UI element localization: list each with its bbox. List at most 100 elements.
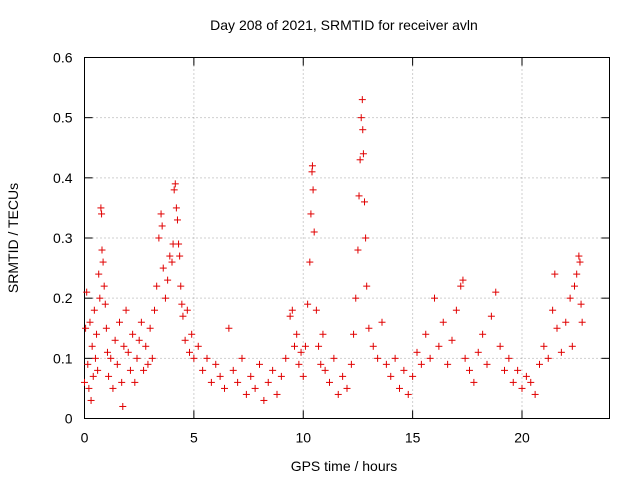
data-point — [194, 342, 202, 350]
data-point — [540, 342, 548, 350]
data-point — [309, 186, 317, 194]
data-point — [175, 240, 183, 248]
data-point — [282, 354, 290, 362]
data-point — [315, 342, 323, 350]
data-point — [439, 318, 447, 326]
data-point — [522, 372, 530, 380]
data-point — [457, 282, 465, 290]
data-point — [126, 366, 134, 374]
y-tick-label: 0.4 — [53, 170, 73, 186]
data-point — [124, 348, 132, 356]
data-point — [374, 354, 382, 362]
data-point — [142, 342, 150, 350]
data-point — [93, 330, 101, 338]
x-tick-label: 0 — [81, 430, 89, 446]
data-point — [229, 366, 237, 374]
data-point — [339, 372, 347, 380]
data-point — [101, 300, 109, 308]
plot-frame — [84, 57, 610, 419]
data-point — [365, 324, 373, 332]
data-point — [119, 402, 127, 410]
data-point — [178, 300, 186, 308]
data-point — [86, 318, 94, 326]
data-point — [356, 156, 364, 164]
data-point — [343, 384, 351, 392]
data-point — [159, 264, 167, 272]
data-point — [291, 342, 298, 350]
data-point — [413, 348, 421, 356]
data-point — [100, 282, 108, 290]
data-point — [242, 390, 250, 398]
data-point — [553, 324, 561, 332]
data-point — [135, 336, 143, 344]
data-point — [470, 378, 478, 386]
y-tick-label: 0.3 — [53, 230, 73, 246]
x-axis-label: GPS time / hours — [291, 458, 398, 474]
data-point — [96, 294, 104, 302]
data-point — [168, 258, 176, 266]
data-point — [120, 342, 128, 350]
data-point — [562, 318, 570, 326]
data-point — [362, 234, 370, 242]
data-point — [269, 366, 277, 374]
data-point — [299, 372, 307, 380]
data-point — [181, 336, 189, 344]
data-point — [350, 330, 358, 338]
data-point — [568, 342, 576, 350]
data-point — [448, 336, 456, 344]
data-point — [113, 360, 121, 368]
data-point — [466, 366, 473, 374]
data-point — [312, 306, 320, 314]
data-point — [183, 306, 191, 314]
data-point — [260, 396, 268, 404]
data-point — [251, 384, 259, 392]
data-point — [83, 288, 91, 296]
data-point — [88, 342, 96, 350]
data-point — [212, 360, 220, 368]
data-point — [357, 114, 365, 122]
data-point — [116, 318, 123, 326]
data-point — [225, 324, 233, 332]
data-point — [157, 210, 165, 218]
data-point — [308, 162, 316, 170]
data-point — [89, 372, 97, 380]
data-point — [354, 246, 362, 254]
data-point — [301, 342, 309, 350]
x-tick-label: 10 — [295, 430, 311, 446]
data-point — [352, 294, 360, 302]
grid — [84, 57, 610, 419]
data-point — [207, 378, 215, 386]
y-tick-label: 0.1 — [53, 350, 73, 366]
data-point — [387, 372, 395, 380]
data-point — [221, 384, 228, 392]
data-point — [431, 294, 438, 302]
data-point — [576, 258, 584, 266]
data-point — [99, 258, 107, 266]
data-point — [173, 216, 181, 224]
data-point — [492, 288, 500, 296]
data-point — [496, 342, 504, 350]
data-point — [133, 354, 141, 362]
data-point — [330, 354, 338, 362]
data-point — [98, 210, 106, 218]
data-point — [97, 204, 105, 212]
data-point — [557, 348, 565, 356]
data-point — [238, 354, 246, 362]
y-tick-label: 0.6 — [53, 50, 73, 66]
data-point — [549, 306, 557, 314]
data-point — [444, 360, 452, 368]
data-point — [461, 354, 469, 362]
data-point — [109, 384, 117, 392]
data-point — [575, 252, 583, 260]
data-point — [400, 366, 408, 374]
data-point — [105, 372, 113, 380]
data-point — [203, 354, 211, 362]
data-point — [551, 270, 559, 278]
data-point — [256, 360, 263, 368]
data-point — [509, 378, 517, 386]
data-point — [84, 360, 92, 368]
x-tick-label: 15 — [405, 430, 421, 446]
data-point — [501, 366, 508, 374]
data-point — [319, 330, 327, 338]
